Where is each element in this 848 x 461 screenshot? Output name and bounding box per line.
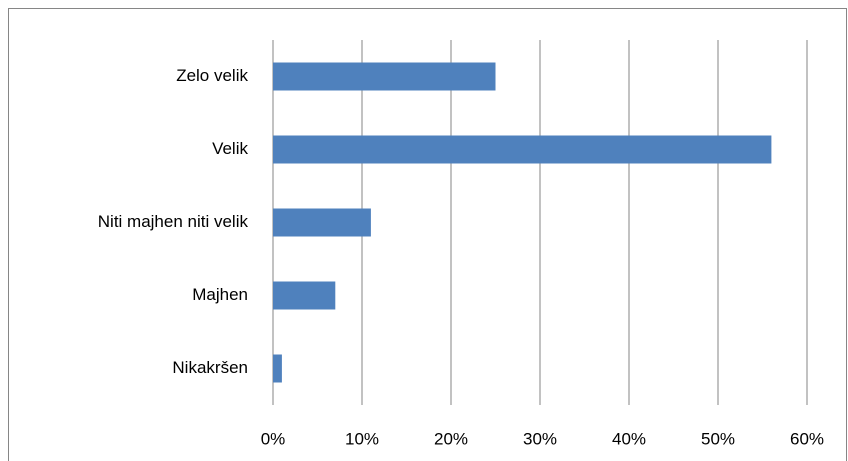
y-tick-label: Velik: [212, 139, 248, 158]
bar: [273, 62, 496, 91]
bar: [273, 281, 336, 310]
x-tick-label: 50%: [701, 429, 735, 448]
y-tick-label: Niti majhen niti velik: [98, 212, 249, 231]
x-tick-label: 0%: [261, 429, 286, 448]
y-tick-label: Zelo velik: [176, 66, 248, 85]
x-tick-label: 20%: [434, 429, 468, 448]
bar: [273, 135, 772, 164]
bar: [273, 208, 371, 237]
y-tick-label: Majhen: [192, 285, 248, 304]
bar: [273, 354, 282, 383]
x-tick-label: 10%: [345, 429, 379, 448]
y-tick-label: Nikakršen: [172, 358, 248, 377]
x-tick-label: 40%: [612, 429, 646, 448]
x-tick-label: 60%: [790, 429, 824, 448]
x-tick-label: 30%: [523, 429, 557, 448]
